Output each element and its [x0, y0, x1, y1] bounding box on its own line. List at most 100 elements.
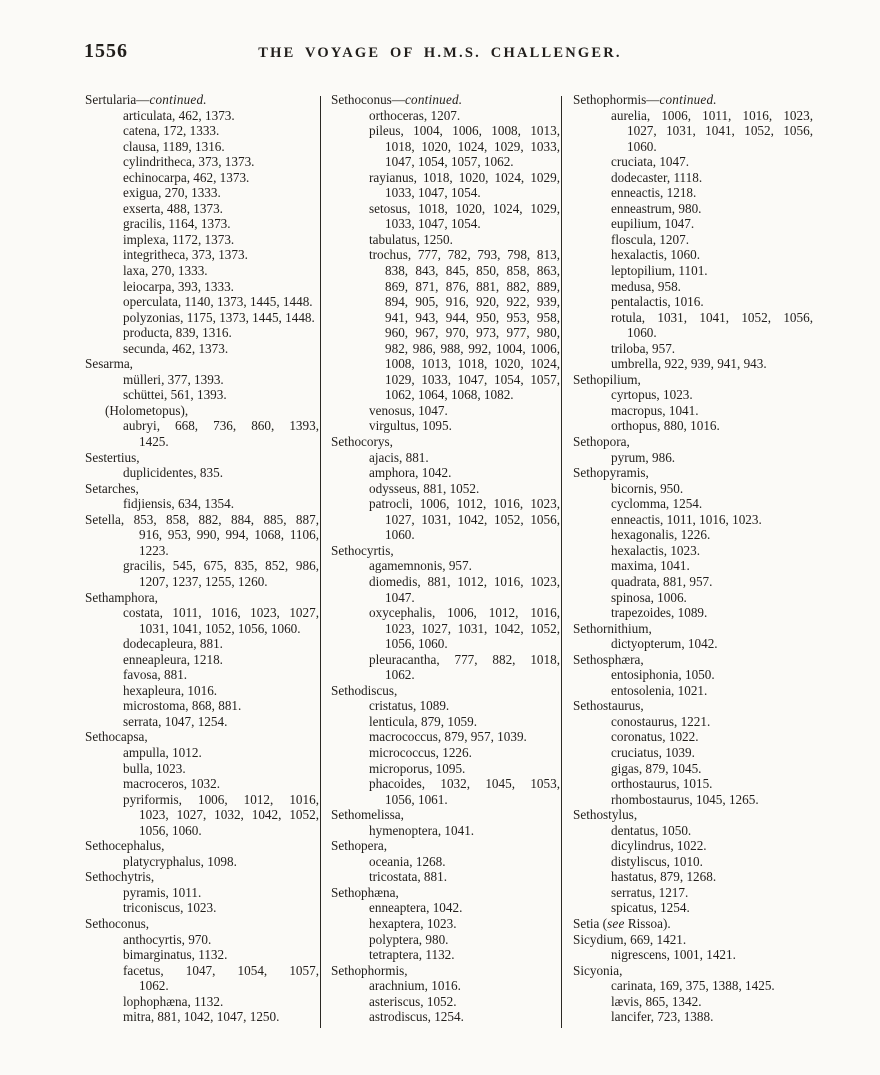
- index-line: (Holometopus),: [105, 402, 189, 418]
- index-line: carinata, 169, 375, 1388, 1425.: [611, 978, 775, 994]
- index-line: dentatus, 1050.: [611, 822, 692, 838]
- index-line: catena, 172, 1333.: [123, 123, 220, 139]
- index-line: tricostata, 881.: [369, 869, 448, 885]
- index-line: enneactis, 1218.: [611, 185, 697, 201]
- index-line: lancifer, 723, 1388.: [611, 1009, 714, 1025]
- index-line: secunda, 462, 1373.: [123, 340, 229, 356]
- index-line: 941, 943, 944, 950, 953, 958,: [385, 309, 560, 325]
- index-line: Sethamphora,: [85, 589, 158, 605]
- index-line: 1008, 1013, 1018, 1020, 1024,: [385, 356, 560, 372]
- index-line: pentalactis, 1016.: [611, 294, 704, 310]
- index-line: enneaptera, 1042.: [369, 900, 463, 916]
- index-line: hexaptera, 1023.: [369, 915, 457, 931]
- index-line: setosus, 1018, 1020, 1024, 1029,: [369, 200, 560, 216]
- index-line: Sethosphæra,: [573, 651, 644, 667]
- index-line: distyliscus, 1010.: [611, 853, 703, 869]
- index-line: Sicyonia,: [573, 962, 623, 978]
- index-line: gracilis, 1164, 1373.: [123, 216, 231, 232]
- index-line: clausa, 1189, 1316.: [123, 138, 225, 154]
- index-line: venosus, 1047.: [369, 402, 448, 418]
- index-line: lenticula, 879, 1059.: [369, 713, 478, 729]
- index-line: Setella, 853, 858, 882, 884, 885, 887,: [85, 511, 319, 527]
- index-line: Sertularia—continued.: [85, 92, 207, 107]
- index-line: costata, 1011, 1016, 1023, 1027,: [123, 605, 319, 621]
- index-column-2: Sethoconus—continued. orthoceras, 1207. pi…: [331, 92, 560, 1025]
- index-line: Sethostylus,: [573, 807, 638, 823]
- index-line: umbrella, 922, 939, 941, 943.: [611, 356, 767, 372]
- index-line: 1056, 1061.: [385, 791, 448, 807]
- index-line: bulla, 1023.: [123, 760, 186, 776]
- index-line: Sethopora,: [573, 434, 630, 450]
- index-line: aurelia, 1006, 1011, 1016, 1023,: [611, 107, 813, 123]
- index-line: Sethocyrtis,: [331, 542, 394, 558]
- index-line: macroceros, 1032.: [123, 776, 221, 792]
- index-line: Sicydium, 669, 1421.: [573, 931, 687, 947]
- index-line: pleuracantha, 777, 882, 1018,: [369, 651, 560, 667]
- index-line: macrococcus, 879, 957, 1039.: [369, 729, 527, 745]
- index-line: implexa, 1172, 1373.: [123, 231, 235, 247]
- index-line: bicornis, 950.: [611, 480, 684, 496]
- index-line: Sethostaurus,: [573, 698, 644, 714]
- index-line: 1223.: [139, 542, 169, 558]
- index-line: pyramis, 1011.: [123, 884, 202, 900]
- index-line: 1047, 1054, 1057, 1062.: [385, 154, 514, 170]
- index-line: exigua, 270, 1333.: [123, 185, 221, 201]
- index-line: dicylindrus, 1022.: [611, 838, 707, 854]
- index-line: mitra, 881, 1042, 1047, 1250.: [123, 1009, 280, 1025]
- index-line: hexalactis, 1060.: [611, 247, 700, 263]
- index-line: 1033, 1047, 1054.: [385, 185, 481, 201]
- index-line: lævis, 865, 1342.: [611, 993, 702, 1009]
- index-line: hexapleura, 1016.: [123, 682, 218, 698]
- index-line: Sestertius,: [85, 449, 140, 465]
- index-line: cyclomma, 1254.: [611, 496, 703, 512]
- index-line: 1027, 1031, 1041, 1052, 1056,: [627, 123, 813, 139]
- index-line: aubryi, 668, 736, 860, 1393,: [123, 418, 319, 434]
- index-line: 1060.: [385, 527, 415, 543]
- index-line: oxycephalis, 1006, 1012, 1016,: [369, 605, 560, 621]
- index-line: 1207, 1237, 1255, 1260.: [139, 573, 268, 589]
- index-line: micrococcus, 1226.: [369, 744, 472, 760]
- index-line: microporus, 1095.: [369, 760, 466, 776]
- index-line: agamemnonis, 957.: [369, 558, 472, 574]
- index-line: Sethocapsa,: [85, 729, 148, 745]
- index-line: Sethodiscus,: [331, 682, 398, 698]
- index-line: tabulatus, 1250.: [369, 231, 453, 247]
- index-line: coronatus, 1022.: [611, 729, 699, 745]
- index-line: Sethoconus—continued.: [331, 92, 463, 107]
- index-line: nigrescens, 1001, 1421.: [611, 947, 736, 963]
- index-line: leiocarpa, 393, 1333.: [123, 278, 234, 294]
- column-divider-left: [320, 96, 321, 1028]
- index-line: Sethophormis—continued.: [573, 92, 717, 107]
- index-line: Sethoconus,: [85, 915, 150, 931]
- index-line: rotula, 1031, 1041, 1052, 1056,: [611, 309, 813, 325]
- running-header: THE VOYAGE OF H.M.S. CHALLENGER.: [258, 45, 622, 61]
- index-line: pyrum, 986.: [611, 449, 676, 465]
- index-line: enneastrum, 980.: [611, 200, 702, 216]
- index-line: schüttei, 561, 1393.: [123, 387, 227, 403]
- index-line: asteriscus, 1052.: [369, 993, 457, 1009]
- index-line: 1062.: [385, 667, 415, 683]
- index-line: pyriformis, 1006, 1012, 1016,: [123, 791, 319, 807]
- index-line: Setia (see Rissoa).: [573, 915, 671, 931]
- index-line: hymenoptera, 1041.: [369, 822, 475, 838]
- index-line: exserta, 488, 1373.: [123, 200, 223, 216]
- index-line: rayianus, 1018, 1020, 1024, 1029,: [369, 169, 560, 185]
- index-line: 982, 986, 988, 992, 1004, 1006,: [385, 340, 560, 356]
- index-line: polyzonias, 1175, 1373, 1445, 1448.: [123, 309, 315, 325]
- index-line: eupilium, 1047.: [611, 216, 695, 232]
- index-line: hastatus, 879, 1268.: [611, 869, 717, 885]
- index-line: rhombostaurus, 1045, 1265.: [611, 791, 759, 807]
- index-line: cyrtopus, 1023.: [611, 387, 693, 403]
- index-line: orthostaurus, 1015.: [611, 776, 713, 792]
- index-line: hexalactis, 1023.: [611, 542, 700, 558]
- index-line: 1060.: [627, 138, 657, 154]
- index-line: laxa, 270, 1333.: [123, 263, 208, 279]
- index-line: 1033, 1047, 1054.: [385, 216, 481, 232]
- index-line: Setarches,: [85, 480, 139, 496]
- column-divider-right: [561, 96, 562, 1028]
- index-line: quadrata, 881, 957.: [611, 573, 713, 589]
- index-line: entosiphonia, 1050.: [611, 667, 715, 683]
- index-line: 1060.: [627, 325, 657, 341]
- index-line: bimarginatus, 1132.: [123, 947, 228, 963]
- index-line: producta, 839, 1316.: [123, 325, 232, 341]
